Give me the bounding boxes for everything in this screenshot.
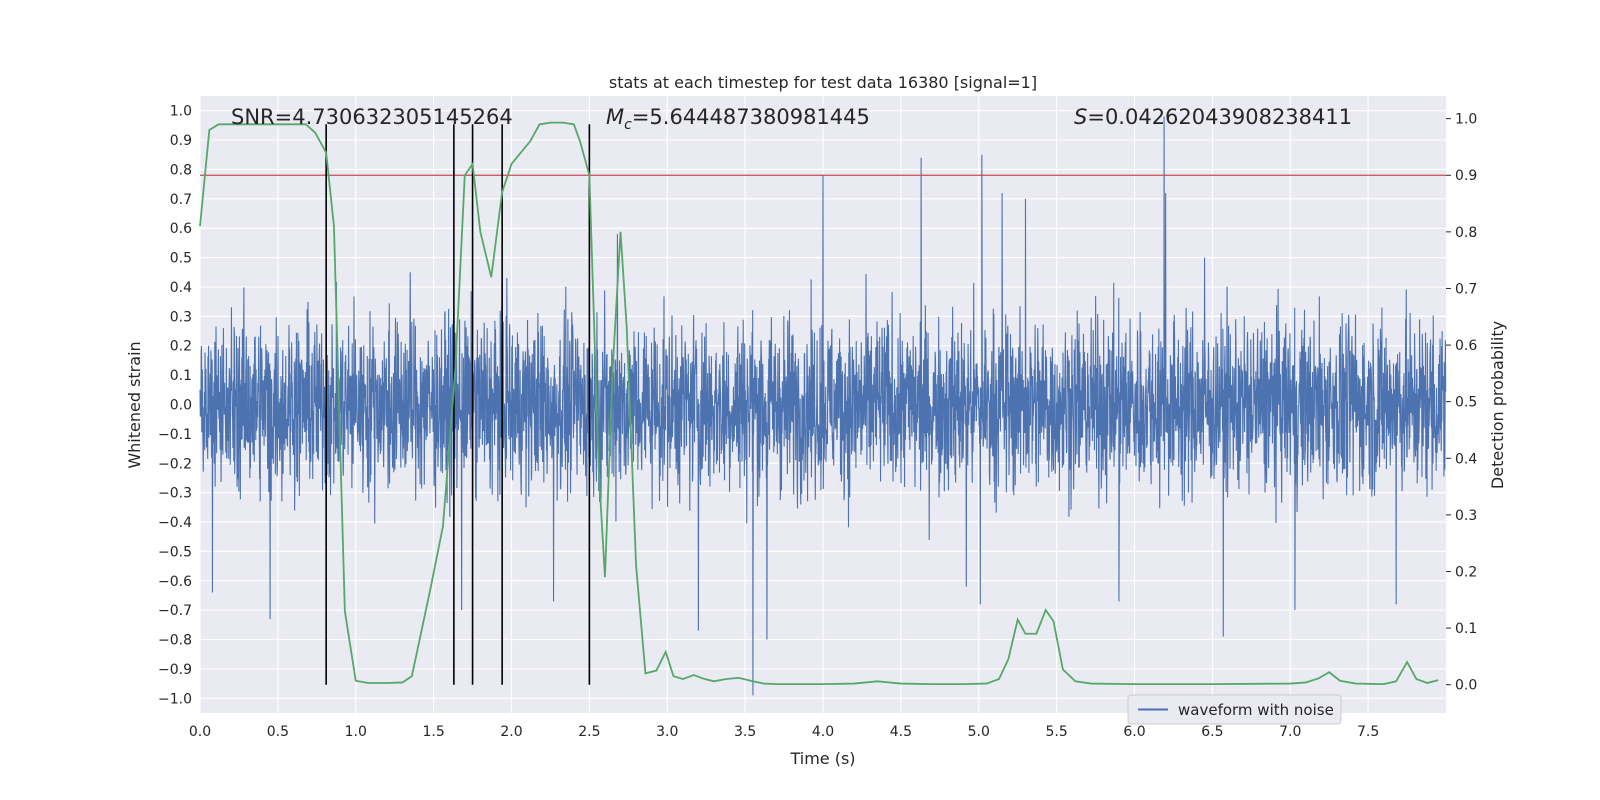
x-tick-label-7: 3.5 [734,724,756,740]
probability-line [199,121,1439,686]
y-left-tick-label-14: −0.4 [158,515,192,531]
x-tick-labels: 0.0 0.5 1.0 1.5 2.0 2.5 3.0 3.5 4.0 4.5 5.0 5.5 6.0 6… [189,724,1379,740]
y-right-tick-label-6: 0.4 [1455,451,1477,467]
y-right-tick-label-0: 1.0 [1455,112,1477,128]
y-left-tick-labels: 1.0 0.9 0.8 0.7 0.6 0.5 0.4 0.3 0.2 0.1 0.0 −0.1 −0.… [158,104,192,708]
y-left-tick-label-4: 0.6 [170,221,192,237]
waveform-path [199,116,1447,696]
statistic-value: =0.04262043908238411 [1087,105,1352,129]
y-right-tick-labels: 1.0 0.9 0.8 0.7 0.6 0.5 0.4 0.3 0.2 0.1 0.0 [1446,112,1477,694]
chirp-mass-annotation: Mc=5.644487380981445 [606,105,870,133]
y-left-tick-label-1: 0.9 [170,133,192,149]
y-left-tick-label-8: 0.2 [170,339,192,355]
waveform-series [199,116,1447,696]
y-left-tick-label-16: −0.6 [158,574,192,590]
y-right-tick-label-1: 0.9 [1455,168,1477,184]
x-tick-label-0: 0.0 [189,724,211,740]
x-tick-label-9: 4.5 [890,724,912,740]
x-tick-label-2: 1.0 [345,724,367,740]
x-tick-label-11: 5.5 [1045,724,1067,740]
y-left-tick-label-12: −0.2 [158,456,192,472]
y-left-tick-label-20: −1.0 [158,691,192,707]
y-right-tick-label-5: 0.5 [1455,395,1477,411]
statistic-annotation: S=0.04262043908238411 [1074,105,1352,129]
y-left-tick-label-17: −0.7 [158,603,192,619]
y-left-tick-label-18: −0.8 [158,633,192,649]
x-tick-label-3: 1.5 [422,724,444,740]
y-left-tick-label-11: −0.1 [158,427,192,443]
y-left-tick-label-13: −0.3 [158,486,192,502]
x-tick-label-8: 4.0 [812,724,834,740]
x-tick-label-10: 5.0 [968,724,990,740]
x-axis-label: Time (s) [789,749,855,768]
legend: waveform with noise [1127,694,1342,725]
y-left-tick-label-2: 0.8 [170,162,192,178]
y-left-tick-label-9: 0.1 [170,368,192,384]
y-right-tick-label-10: 0.0 [1455,678,1477,694]
vertical-markers [325,124,591,685]
y-right-tick-label-7: 0.3 [1455,508,1477,524]
y-left-tick-label-5: 0.5 [170,251,192,267]
legend-box [1127,694,1342,725]
chirp-mass-value: =5.644487380981445 [632,105,870,129]
legend-entry: waveform with noise [1178,701,1334,719]
y-left-tick-label-15: −0.5 [158,544,192,560]
y-left-tick-label-6: 0.4 [170,280,192,296]
y-axis-label-left: Whitened strain [125,341,144,468]
chirp-mass-subscript: c [624,117,632,133]
x-tick-label-12: 6.0 [1123,724,1145,740]
x-tick-label-15: 7.5 [1357,724,1379,740]
x-tick-label-4: 2.0 [500,724,522,740]
y-right-tick-label-2: 0.8 [1455,225,1477,241]
y-left-tick-label-7: 0.3 [170,309,192,325]
x-tick-label-1: 0.5 [267,724,289,740]
y-axis-label-right: Detection probability [1488,321,1507,489]
x-tick-label-13: 6.5 [1201,724,1223,740]
y-right-tick-label-8: 0.2 [1455,564,1477,580]
x-tick-label-6: 3.0 [656,724,678,740]
y-left-tick-label-10: 0.0 [170,398,192,414]
y-right-tick-label-9: 0.1 [1455,621,1477,637]
x-tick-label-5: 2.5 [578,724,600,740]
chirp-mass-symbol: M [606,105,624,129]
y-left-tick-label-3: 0.7 [170,192,192,208]
snr-annotation: SNR=4.730632305145264 [231,105,513,129]
y-right-tick-label-4: 0.6 [1455,338,1477,354]
statistic-symbol: S [1074,105,1087,129]
x-tick-label-14: 7.0 [1279,724,1301,740]
y-left-tick-label-0: 1.0 [170,104,192,120]
y-right-tick-label-3: 0.7 [1455,281,1477,297]
chart-title: stats at each timestep for test data 163… [609,73,1037,92]
y-left-tick-label-19: −0.9 [158,662,192,678]
